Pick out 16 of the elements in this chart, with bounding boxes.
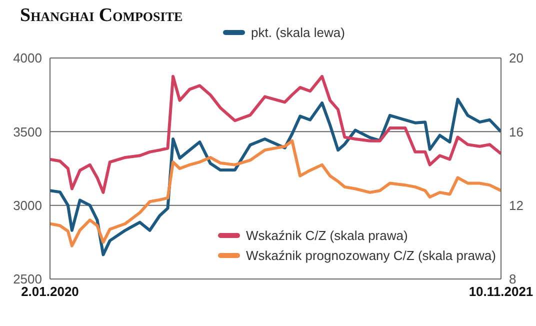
y2-tick-label: 12 (509, 198, 524, 213)
line-series (50, 139, 501, 248)
y2-tick-label: 20 (509, 50, 524, 66)
legend-label: Wskaźnik prognozowany C/Z (skala prawa) (246, 248, 496, 262)
y-tick-label: 3500 (13, 124, 42, 140)
line-series (50, 74, 501, 194)
y-tick-label: 2500 (13, 272, 42, 287)
x-tick-label: 10.11.2021 (468, 284, 534, 300)
y-tick-label: 4000 (13, 50, 42, 66)
chart-title: Shanghai Composite (20, 5, 183, 27)
y2-tick-label: 8 (509, 272, 516, 287)
legend-label: pkt. (skala lewa) (251, 24, 345, 40)
y-tick-label: 3000 (13, 198, 42, 213)
x-tick-label: 2.01.2020 (21, 284, 79, 300)
legend-label: Wskaźnik C/Z (skala prawa) (246, 228, 408, 242)
y2-tick-label: 16 (509, 124, 524, 140)
